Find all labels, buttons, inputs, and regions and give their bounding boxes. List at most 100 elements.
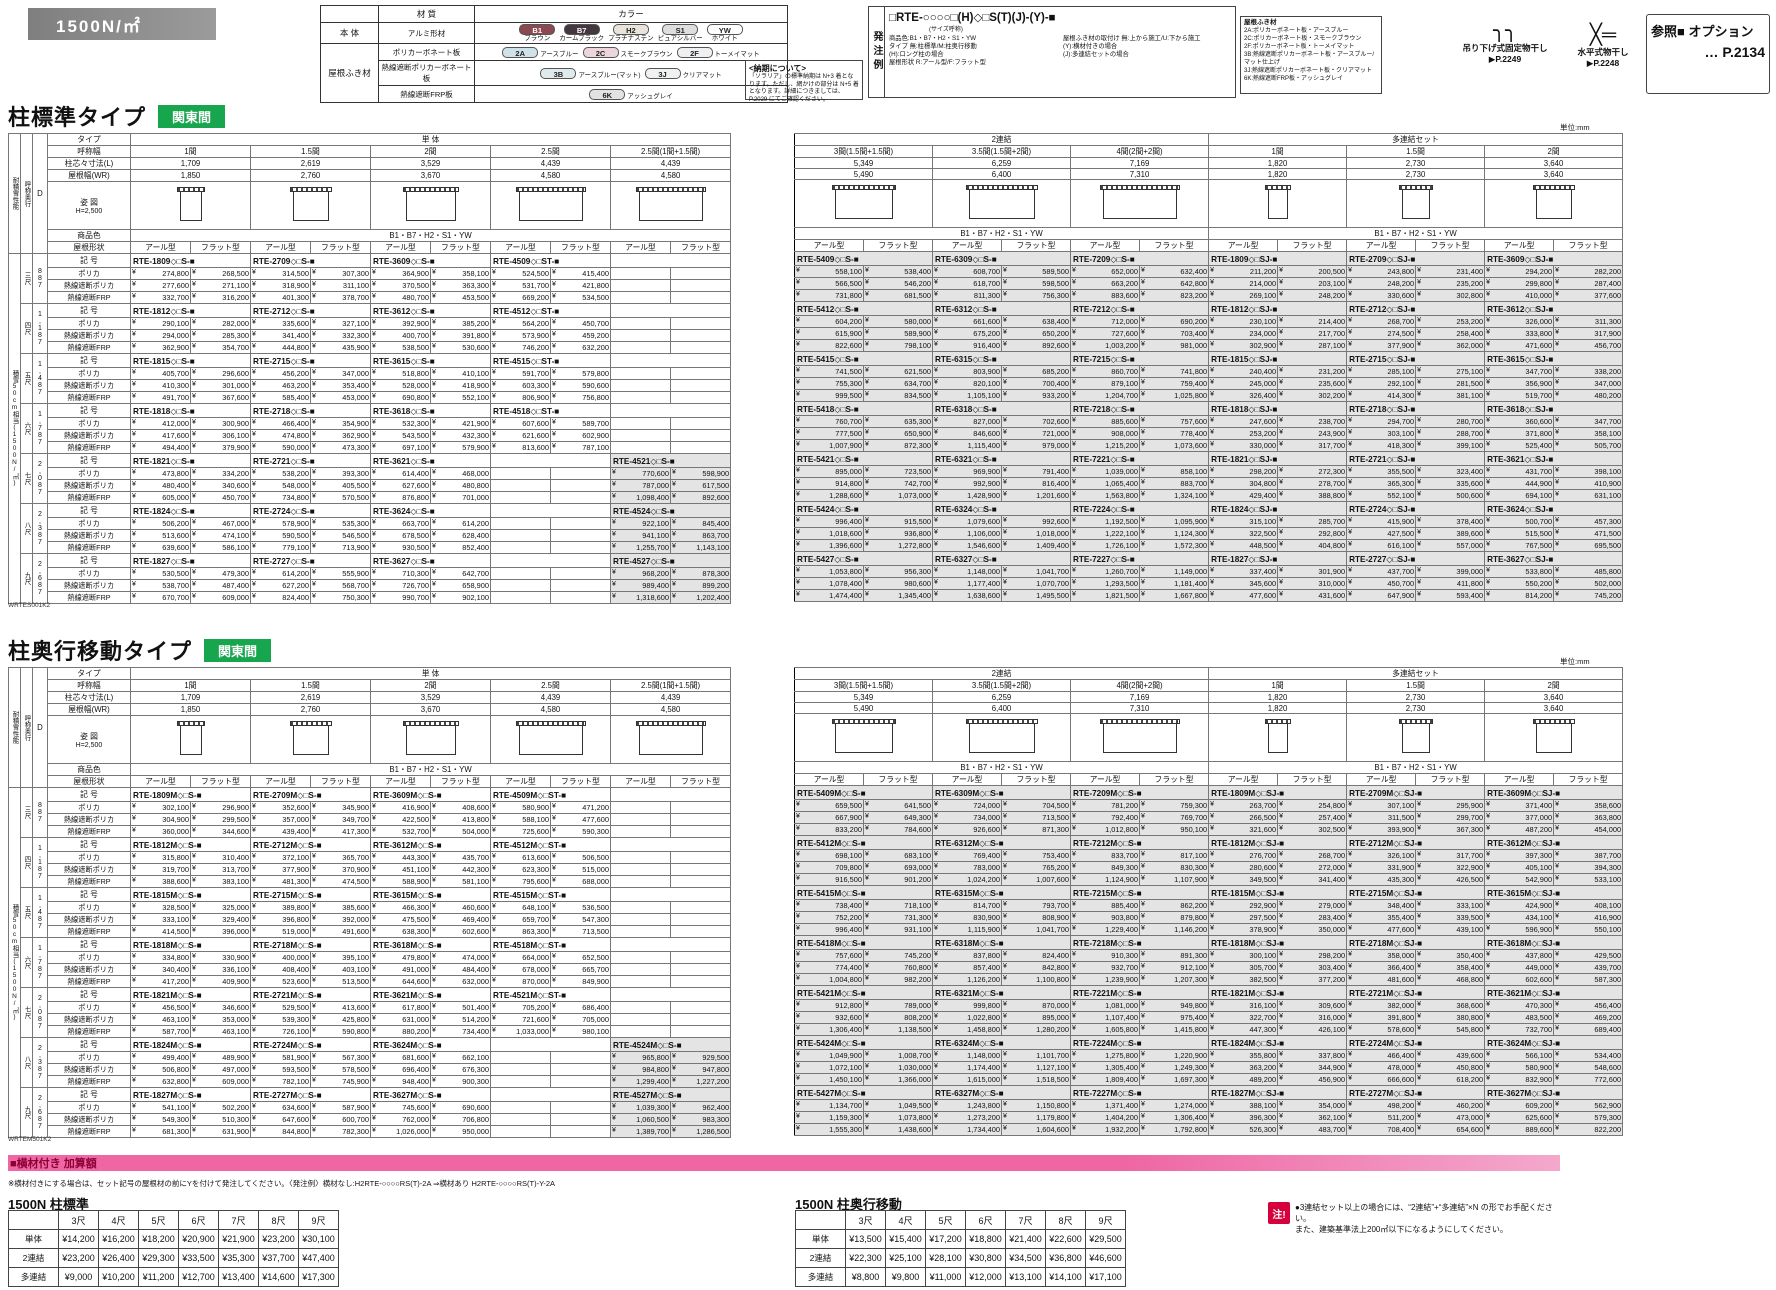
price-cell: ¥760,800 [863,961,933,974]
price-cell: ¥814,200 [1484,589,1555,602]
roofwidth-value: 4,580 [490,169,611,182]
price-cell: ¥578,900 [250,517,311,530]
horizontal-dryer-page-link[interactable]: ▶P.2248 [1586,58,1620,68]
code-row-label: 記 号 [47,1087,131,1102]
depth-d-value: 2,387 [32,1037,48,1088]
product-code: RTE-6321M◇□S-■ [932,985,1071,1000]
empty-cell [609,787,732,802]
price-cell: ¥1,604,600 [1001,1123,1071,1136]
price-cell: ¥268,700 [1277,849,1348,862]
empty-cell [550,491,611,504]
snow-data-side-label: 積雪50cm相当(1500N/㎡) [8,787,21,1138]
price-cell: ¥385,600 [310,901,371,914]
price-cell: ¥231,200 [1277,365,1348,378]
option-reference-page-link[interactable]: … P.2134 [1704,44,1765,60]
price-cell: ¥377,000 [1484,811,1555,824]
price-cell: ¥570,500 [310,491,371,504]
empty-cell [610,279,671,292]
price-cell: ¥734,000 [932,811,1002,824]
price-cell: ¥515,500 [1484,527,1555,540]
price-cell: ¥989,400 [610,579,671,592]
roofing-material-item: 2C:ポリカーボネート板・スモークブラウン [1244,36,1362,42]
price-cell: ¥505,700 [1553,439,1624,452]
material-row-label: ポリカ [47,1101,131,1114]
price-cell: ¥332,700 [130,291,191,304]
price-cell: ¥591,700 [490,367,551,380]
figure-cell [370,715,491,764]
price-cell: ¥453,000 [310,391,371,404]
price-cell: ¥426,500 [1415,873,1486,886]
price-cell: ¥456,500 [130,1001,191,1014]
color-codes: B1・B7・H2・S1・YW [1208,227,1624,240]
product-code: RTE-1821◇□SJ-■ [1208,451,1348,466]
price-cell: ¥731,800 [794,289,864,302]
price-cell: ¥471,500 [1553,527,1624,540]
price-cell: ¥678,000 [490,963,551,976]
price-cell: ¥1,181,400 [1138,577,1210,590]
price-cell: ¥1,495,500 [1001,589,1071,602]
price-cell: ¥1,041,700 [1001,923,1071,936]
price-cell: ¥639,600 [130,541,191,554]
price-cell: ¥879,100 [1070,377,1140,390]
price-cell: ¥632,000 [430,975,491,988]
price-cell: ¥353,400 [310,379,371,392]
empty-cell [669,379,732,392]
empty-cell [490,529,551,542]
empty-cell [669,913,732,926]
price-cell: ¥466,400 [250,417,311,430]
price-cell: ¥1,148,000 [932,1049,1002,1062]
price-cell: ¥579,900 [430,441,491,454]
price-cell: ¥789,000 [863,999,933,1012]
empty-cell [669,1013,732,1026]
addon-note: ※横材付きにする場合は、セット記号の屋根材の前にYを付けて発注してください。〈発… [8,1179,556,1188]
price-cell: ¥1,615,000 [932,1073,1002,1086]
price-cell: ¥294,200 [1484,265,1555,278]
depth-shaku-label: 三尺 [20,253,33,304]
price-cell: ¥1,107,900 [1138,873,1210,886]
price-cell: ¥1,030,000 [863,1061,933,1074]
price-cell: ¥471,200 [550,801,611,814]
width-header: 1間 [1208,145,1348,158]
addon-price-cell: ¥29,500 [1085,1229,1126,1249]
product-code: RTE-7209M◇□S-■ [1069,785,1210,800]
price-cell: ¥1,275,800 [1070,1049,1140,1062]
legend-material: アルミ形材 [378,22,475,44]
price-cell: ¥1,179,800 [1001,1111,1071,1124]
price-cell: ¥756,300 [1001,289,1071,302]
price-cell: ¥317,900 [1553,327,1624,340]
product-code: RTE-2721M◇□S-■ [250,987,371,1002]
roofwidth-value: 1,820 [1208,702,1348,714]
price-cell: ¥243,900 [1277,427,1348,440]
color-row-label: 商品色 [47,763,131,776]
price-cell: ¥322,700 [1208,1011,1279,1024]
length-value: 4,439 [490,157,611,170]
price-cell: ¥532,300 [370,417,431,430]
price-cell: ¥746,200 [490,341,551,354]
roofwidth-value: 4,580 [490,703,611,716]
order-annotations: 商品色:B1・B7・H2・S1・YW タイプ 無:柱標準/M:柱奥行移動 (H):ロ… [889,35,1231,67]
price-cell: ¥362,100 [1277,1111,1348,1124]
price-cell: ¥344,600 [190,825,251,838]
elevation-figure [635,720,706,755]
product-code: RTE-6312M◇□S-■ [932,835,1071,850]
material-row-label: 熱線遮断FRP [47,875,131,888]
option-reference-box: 参照■ オプション … P.2134 [1646,14,1770,94]
addon-price-cell: ¥25,100 [885,1248,926,1268]
empty-cell [610,801,671,814]
width-header: 1間 [130,679,251,692]
hanging-dryer-page-link[interactable]: ▶P.2249 [1488,54,1522,64]
empty-cell [609,353,732,368]
width-header: 2.5間 [490,145,611,158]
price-cell: ¥238,700 [1277,415,1348,428]
shape-row-label: 屋根形状 [47,241,131,254]
material-color-legend: 材 質カラー本 体アルミ形材 B1 ブラウン B7 カームブラック H2 プラチナステン S1… [320,5,788,103]
roofing-material-list-title: 屋根ふき材 [1244,19,1277,26]
price-cell: ¥532,700 [370,825,431,838]
product-code: RTE-1827◇□S-■ [130,553,251,568]
product-code: RTE-3621◇□S-■ [370,453,491,468]
addon-col-header: 5尺 [925,1210,966,1230]
type-group-header: 2連結 [793,133,1210,146]
price-cell: ¥632,400 [1138,265,1210,278]
price-cell: ¥969,900 [932,465,1002,478]
price-cell: ¥585,400 [250,391,311,404]
